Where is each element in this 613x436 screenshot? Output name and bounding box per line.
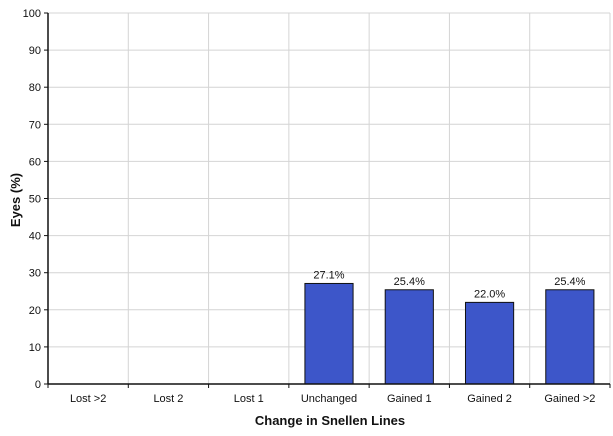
bar-gained-1 [384, 289, 434, 385]
x-tick-label: Gained 2 [467, 393, 512, 405]
x-tick-label: Lost 2 [153, 393, 183, 405]
y-tick-label: 60 [29, 156, 41, 168]
y-tick-label: 10 [29, 342, 41, 354]
bar-gained-2 [464, 301, 515, 385]
data-label: 25.4% [394, 276, 425, 288]
y-tick-label: 40 [29, 231, 41, 243]
y-tick-label: 20 [29, 305, 41, 317]
x-tick-label: Lost >2 [70, 393, 106, 405]
x-tick-label: Lost 1 [234, 393, 264, 405]
y-tick-label: 50 [29, 194, 41, 206]
x-tick-label: Gained 1 [387, 393, 432, 405]
bar-unchanged [304, 282, 354, 385]
y-tick-label: 30 [29, 268, 41, 280]
data-label: 27.1% [313, 269, 344, 281]
grid-lines [48, 12, 611, 384]
x-tick-label: Gained >2 [544, 393, 595, 405]
data-label: 22.0% [474, 288, 505, 300]
y-tick-label: 100 [23, 8, 41, 20]
y-axis-title: Eyes (%) [8, 173, 23, 227]
bar-gained-2 [545, 289, 595, 385]
x-tick-label: Unchanged [301, 393, 357, 405]
data-label: 25.4% [554, 276, 585, 288]
data-labels: 27.1% 25.4% 22.0% 25.4% [313, 269, 585, 300]
axes: 0 10 20 30 40 50 60 70 80 90 100 Lost >2 Lost 2 Lost … [23, 8, 611, 405]
y-tick-label: 90 [29, 45, 41, 57]
y-tick-label: 80 [29, 82, 41, 94]
y-tick-label: 70 [29, 119, 41, 131]
x-axis-title: Change in Snellen Lines [255, 413, 405, 428]
y-tick-label: 0 [35, 379, 41, 391]
bars [304, 282, 595, 385]
